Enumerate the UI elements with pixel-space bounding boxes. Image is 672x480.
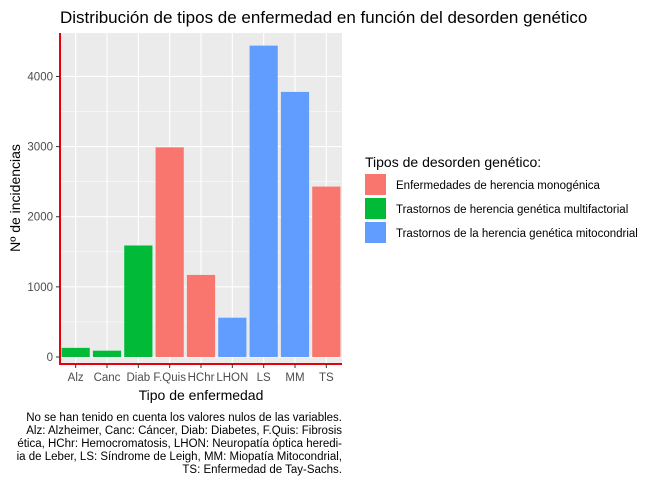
x-tick-label: Alz: [68, 372, 84, 384]
caption-line: TS: Enfermedad de Tay-Sachs.: [182, 464, 342, 476]
y-tick-label: 3000: [27, 142, 53, 154]
bar-F.Quis: [155, 147, 184, 357]
y-tick-label: 4000: [27, 71, 53, 83]
bar-TS: [312, 186, 341, 357]
legend-key: [365, 174, 386, 195]
legend-label: Trastornos de la herencia genética mitoc…: [396, 228, 638, 240]
legend-title: Tipos de desorden genético:: [365, 154, 541, 170]
x-tick-label: TS: [319, 372, 334, 384]
bar-MM: [280, 91, 310, 357]
x-tick-label: LHON: [216, 372, 248, 384]
legend-label: Trastornos de herencia genética multifac…: [396, 204, 628, 216]
legend-label: Enfermedades de herencia monogénica: [396, 180, 601, 192]
caption-line: ética, HChr: Hemocromatosis, LHON: Neuro…: [17, 438, 342, 450]
legend-key: [365, 198, 386, 219]
y-tick-label: 1000: [27, 282, 53, 294]
x-tick-label: Diab: [127, 372, 151, 384]
legend: Tipos de desorden genético: Enfermedades…: [365, 154, 638, 243]
bar-LS: [249, 45, 278, 357]
x-tick-label: Canc: [94, 372, 121, 384]
x-tick-label: HChr: [188, 372, 215, 384]
y-tick-label: 2000: [27, 212, 53, 224]
caption-line: No se han tenido en cuenta los valores n…: [26, 412, 342, 424]
bar-Canc: [92, 350, 122, 357]
x-tick-label: F.Quis: [153, 372, 186, 384]
x-tick-label: MM: [285, 372, 304, 384]
legend-key: [365, 222, 386, 243]
caption-line: ia de Leber, LS: Síndrome de Leigh, MM: …: [17, 451, 342, 463]
y-axis-title: Nº de incidencias: [7, 144, 23, 252]
y-ticks: 0 1000 2000 3000 4000: [27, 71, 60, 364]
bar-Alz: [61, 347, 90, 357]
x-tick-label: LS: [257, 372, 271, 384]
bar-HChr: [186, 274, 216, 357]
caption: No se han tenido en cuenta los valores n…: [17, 412, 343, 476]
x-ticks: Alz Canc Diab F.Quis HChr LHON LS MM TS: [68, 364, 334, 384]
y-tick-label: 0: [47, 352, 53, 364]
chart-title: Distribución de tipos de enfermedad en f…: [60, 8, 587, 27]
bar-Diab: [124, 245, 153, 357]
bar-LHON: [218, 317, 247, 357]
bars: [61, 45, 341, 357]
caption-line: Alz: Alzheimer, Canc: Cáncer, Diab: Diab…: [26, 425, 342, 437]
x-axis-title: Tipo de enfermedad: [139, 387, 264, 403]
